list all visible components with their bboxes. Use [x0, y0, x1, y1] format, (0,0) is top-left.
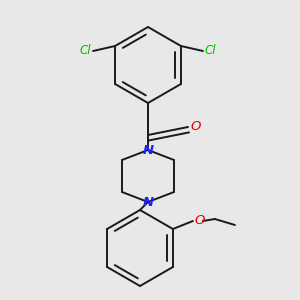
Text: Cl: Cl [205, 44, 216, 58]
Text: O: O [190, 121, 200, 134]
Text: Cl: Cl [80, 44, 91, 58]
Text: N: N [142, 143, 154, 157]
Text: O: O [195, 214, 205, 227]
Text: N: N [142, 196, 154, 208]
